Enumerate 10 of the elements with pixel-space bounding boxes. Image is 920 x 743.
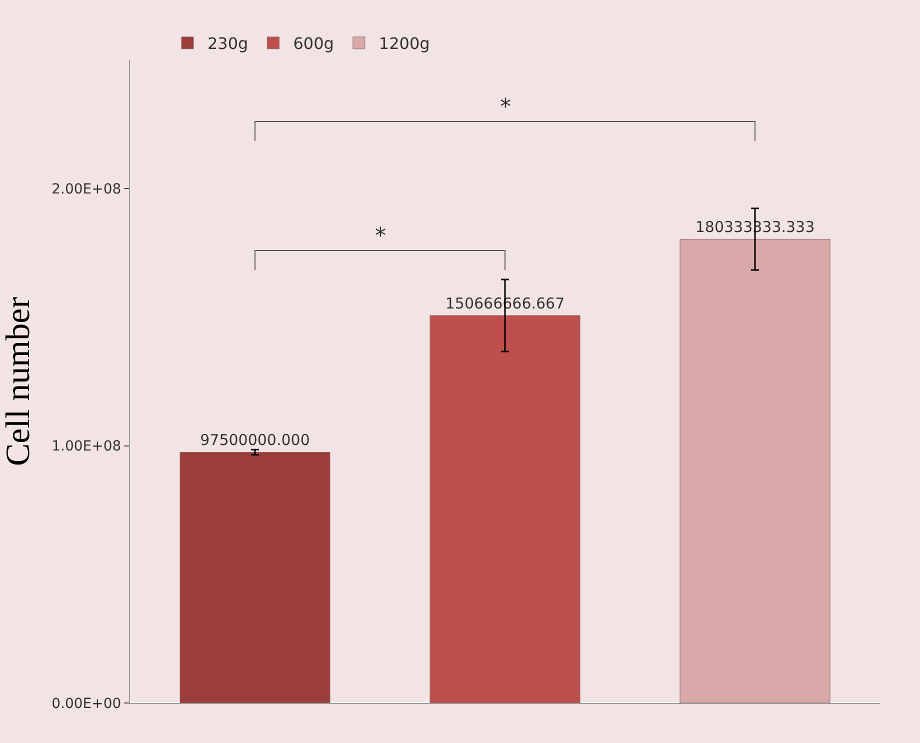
legend-label: 600g [293, 34, 334, 54]
legend-label: 1200g [378, 34, 430, 54]
y-tick-label: 0.00E+00 [52, 696, 122, 712]
y-tick-label: 1.00E+08 [52, 438, 122, 455]
y-axis-title: Cell number [0, 296, 37, 466]
data-label: 97500000.000 [200, 431, 310, 450]
annotation: * [500, 95, 511, 120]
legend-label: 230g [208, 34, 248, 54]
annotation: * [375, 224, 386, 249]
y-tick-label: 2.00E+08 [52, 182, 122, 198]
